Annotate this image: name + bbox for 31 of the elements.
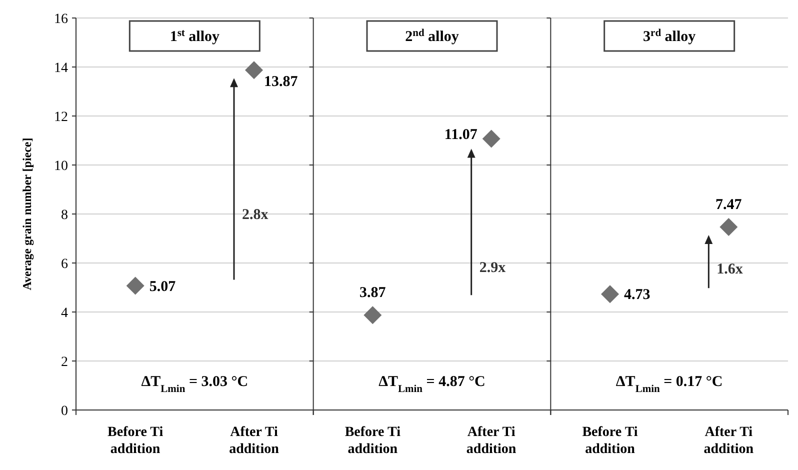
data-label: 7.47	[716, 196, 742, 213]
annotation: 2.8x	[242, 206, 269, 223]
y-tick-label: 16	[54, 12, 68, 27]
annotation: ΔT$_{Lmin}$ = 3.03 °C	[141, 374, 248, 394]
annotation: 1.6x	[716, 262, 744, 278]
x-tick-label: After Ti addition	[704, 425, 754, 457]
y-axis-title: Average grain number [piece]	[20, 138, 34, 290]
text: 3$^{rd}$ alloy	[643, 28, 696, 45]
y-tick-label: 0	[61, 404, 68, 419]
y-tick-label: 4	[61, 306, 68, 321]
data-label: 13.87	[264, 74, 298, 90]
y-tick-label: 10	[54, 158, 68, 174]
y-tick-label: 12	[54, 110, 68, 125]
annotation: ΔT$_{Lmin}$ = 0.17 °C	[616, 374, 723, 394]
x-tick-label: Before Ti addition	[582, 425, 638, 457]
x-tick-label: After Ti addition	[466, 425, 516, 457]
annotation: ΔT$_{Lmin}$ = 4.87 °C	[378, 374, 486, 394]
annotation: 2.9x	[479, 260, 506, 276]
y-tick-label: 2	[61, 354, 68, 370]
y-tick-label: 14	[54, 60, 68, 76]
data-label: 3.87	[360, 285, 386, 302]
data-label: 11.07	[444, 126, 478, 143]
data-label: 4.73	[624, 287, 650, 304]
data-label: 5.07	[149, 278, 176, 295]
x-tick-label: Before Ti addition	[108, 425, 164, 457]
x-tick-label: Before Ti addition	[344, 425, 401, 457]
x-tick-label: After Ti addition	[229, 425, 280, 457]
y-tick-label: 8	[61, 208, 68, 223]
text: 1$^{st}$ alloy	[170, 28, 220, 45]
y-tick-label: 6	[61, 256, 68, 272]
text: 2$^{nd}$ alloy	[405, 28, 460, 45]
